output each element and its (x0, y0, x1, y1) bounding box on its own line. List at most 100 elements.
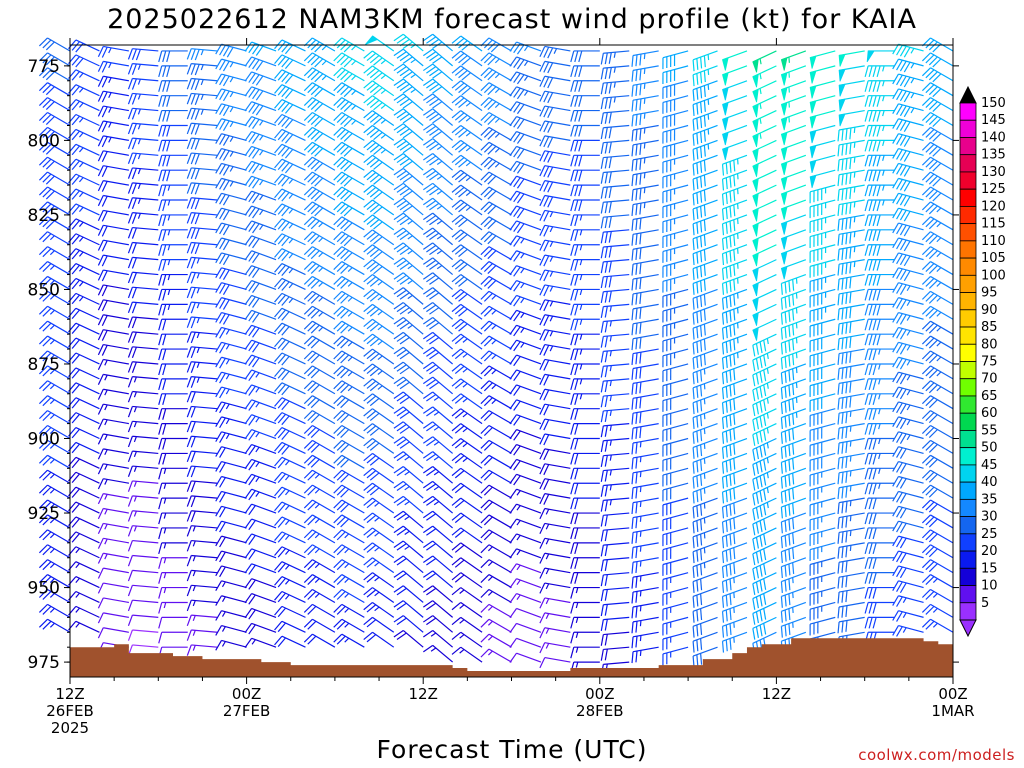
barb-feather (303, 126, 313, 136)
wind-barb (451, 527, 483, 544)
barb-shaft (281, 546, 306, 559)
barb-feather (219, 164, 226, 175)
barb-feather (127, 48, 133, 60)
barb-feather (277, 577, 286, 588)
barb-feather (38, 320, 48, 330)
barb-feather (277, 160, 286, 170)
wind-barb (393, 451, 424, 469)
barb-feather (219, 44, 226, 56)
barb-half-feather (229, 76, 234, 83)
barb-feather (71, 458, 80, 469)
barb-half-feather (459, 604, 465, 609)
wind-barb (600, 467, 630, 482)
wind-barb (539, 597, 571, 609)
barb-feather (277, 548, 286, 558)
barb-feather (543, 181, 550, 192)
wind-barb (393, 555, 424, 574)
barb-flag (752, 58, 759, 73)
barb-feather (700, 280, 703, 293)
wind-barb (451, 408, 483, 425)
wind-barb (509, 637, 542, 648)
barb-feather (336, 203, 346, 213)
barb-feather (190, 287, 196, 299)
barb-half-feather (229, 91, 234, 98)
barb-half-feather (643, 83, 646, 89)
barb-shaft (221, 252, 247, 261)
barb-half-feather (49, 548, 55, 554)
barb-feather (700, 265, 703, 278)
barb-feather (725, 431, 728, 443)
barb-shaft (341, 231, 365, 246)
wind-barb (127, 376, 159, 388)
wind-barb (570, 124, 600, 137)
barb-feather (333, 201, 343, 211)
barb-feather (604, 157, 608, 169)
wind-barb (570, 214, 600, 227)
wind-barb (363, 601, 395, 618)
barb-half-feather (255, 476, 260, 483)
barb-feather (274, 382, 283, 392)
barb-feather (215, 178, 223, 189)
barb-feather (604, 455, 608, 467)
barb-shaft (47, 261, 71, 276)
wind-barb (600, 199, 630, 214)
barb-feather (303, 97, 313, 107)
barb-feather (733, 174, 736, 187)
barb-feather (162, 393, 167, 405)
wind-barb (333, 574, 365, 589)
wind-barb (692, 214, 718, 236)
barb-half-feather (374, 502, 380, 507)
barb-feather (600, 231, 604, 244)
wind-barb (215, 311, 247, 325)
wind-barb (600, 50, 630, 65)
barb-feather (244, 488, 253, 499)
barb-feather (244, 563, 253, 574)
wind-barb (480, 52, 512, 67)
barb-feather (600, 306, 604, 318)
barb-feather (219, 268, 226, 280)
wind-barb (363, 363, 395, 380)
wind-barb (244, 205, 277, 219)
wind-barb (244, 279, 277, 293)
wind-barb (333, 439, 365, 454)
barb-feather (215, 640, 223, 651)
barb-feather (284, 44, 294, 55)
barb-feather (631, 55, 634, 67)
barb-feather (578, 140, 583, 152)
wind-barb (68, 620, 100, 633)
barb-feather (248, 87, 256, 98)
barb-feather (97, 299, 104, 311)
barb-half-feather (75, 562, 80, 569)
barb-feather (284, 74, 294, 84)
barb-feather (97, 180, 104, 192)
barb-feather (186, 63, 192, 75)
barb-feather (310, 339, 320, 349)
wind-barb (393, 48, 424, 67)
wind-barb (539, 478, 571, 490)
wind-barb (423, 33, 454, 52)
barb-half-feather (609, 380, 612, 387)
barb-feather (190, 123, 196, 135)
barb-shaft (191, 286, 218, 291)
wind-barb (68, 412, 100, 425)
barb-shaft (132, 197, 159, 201)
barb-shaft (47, 454, 71, 469)
wind-barb (363, 393, 395, 410)
barb-feather (248, 505, 256, 516)
wind-barb (721, 318, 748, 340)
wind-barb (38, 186, 71, 201)
wind-barb (393, 376, 424, 395)
barb-feather (543, 330, 550, 341)
barb-half-feather (523, 45, 529, 52)
barb-feather (101, 344, 108, 356)
barb-half-feather (137, 153, 141, 160)
barb-feather (635, 621, 638, 633)
barb-half-feather (639, 441, 642, 448)
wind-barb (186, 331, 218, 344)
wind-barb (244, 533, 277, 545)
wind-barbs-layer (38, 33, 954, 676)
wind-barb (333, 186, 365, 202)
barb-half-feather (75, 607, 80, 613)
barb-feather (71, 354, 80, 364)
barb-shaft (75, 173, 100, 186)
